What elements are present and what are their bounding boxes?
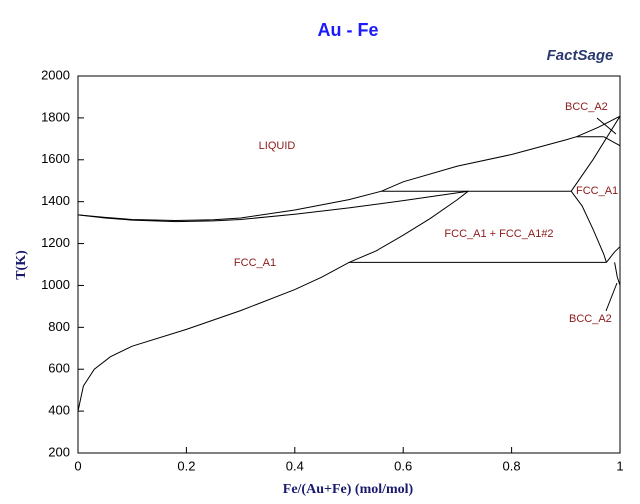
x-tick-label: 0.4	[286, 458, 304, 473]
phase-label: FCC_A1	[576, 185, 618, 197]
phase-boundary	[77, 190, 469, 412]
phase-boundary	[570, 115, 621, 192]
logo: FactSage	[547, 47, 614, 64]
leader-line	[596, 117, 617, 135]
y-axis-label: T(K)	[14, 250, 29, 280]
y-tick-label: 1600	[41, 151, 70, 166]
x-tick-label: 0	[74, 458, 81, 473]
phase-label: FCC_A1 + FCC_A1#2	[444, 228, 553, 240]
phase-boundary	[77, 115, 621, 222]
y-tick-label: 2000	[41, 67, 70, 82]
phase-label: BCC_A2	[569, 313, 612, 325]
y-tick-label: 1000	[41, 277, 70, 292]
x-tick-label: 1	[616, 458, 623, 473]
y-tick-label: 200	[48, 444, 70, 459]
phase-label: FCC_A1	[234, 257, 276, 269]
y-tick-label: 600	[48, 361, 70, 376]
y-tick-label: 1400	[41, 193, 70, 208]
phase-boundary	[614, 262, 621, 286]
phase-boundary	[77, 190, 469, 223]
y-tick-label: 800	[48, 319, 70, 334]
phase-label: LIQUID	[259, 140, 296, 152]
phase-boundary	[603, 136, 621, 147]
chart-title: Au - Fe	[318, 20, 379, 40]
y-tick-label: 400	[48, 403, 70, 418]
phase-boundary	[606, 246, 621, 263]
y-tick-label: 1800	[41, 109, 70, 124]
leader-line	[605, 282, 618, 312]
y-tick-label: 1200	[41, 235, 70, 250]
x-axis-label: Fe/(Au+Fe) (mol/mol)	[283, 482, 414, 497]
x-tick-label: 0.2	[177, 458, 195, 473]
x-tick-label: 0.6	[394, 458, 412, 473]
x-tick-label: 0.8	[503, 458, 521, 473]
plot-frame	[77, 75, 621, 454]
phase-boundary	[570, 190, 607, 263]
phase-label: BCC_A2	[565, 101, 608, 113]
